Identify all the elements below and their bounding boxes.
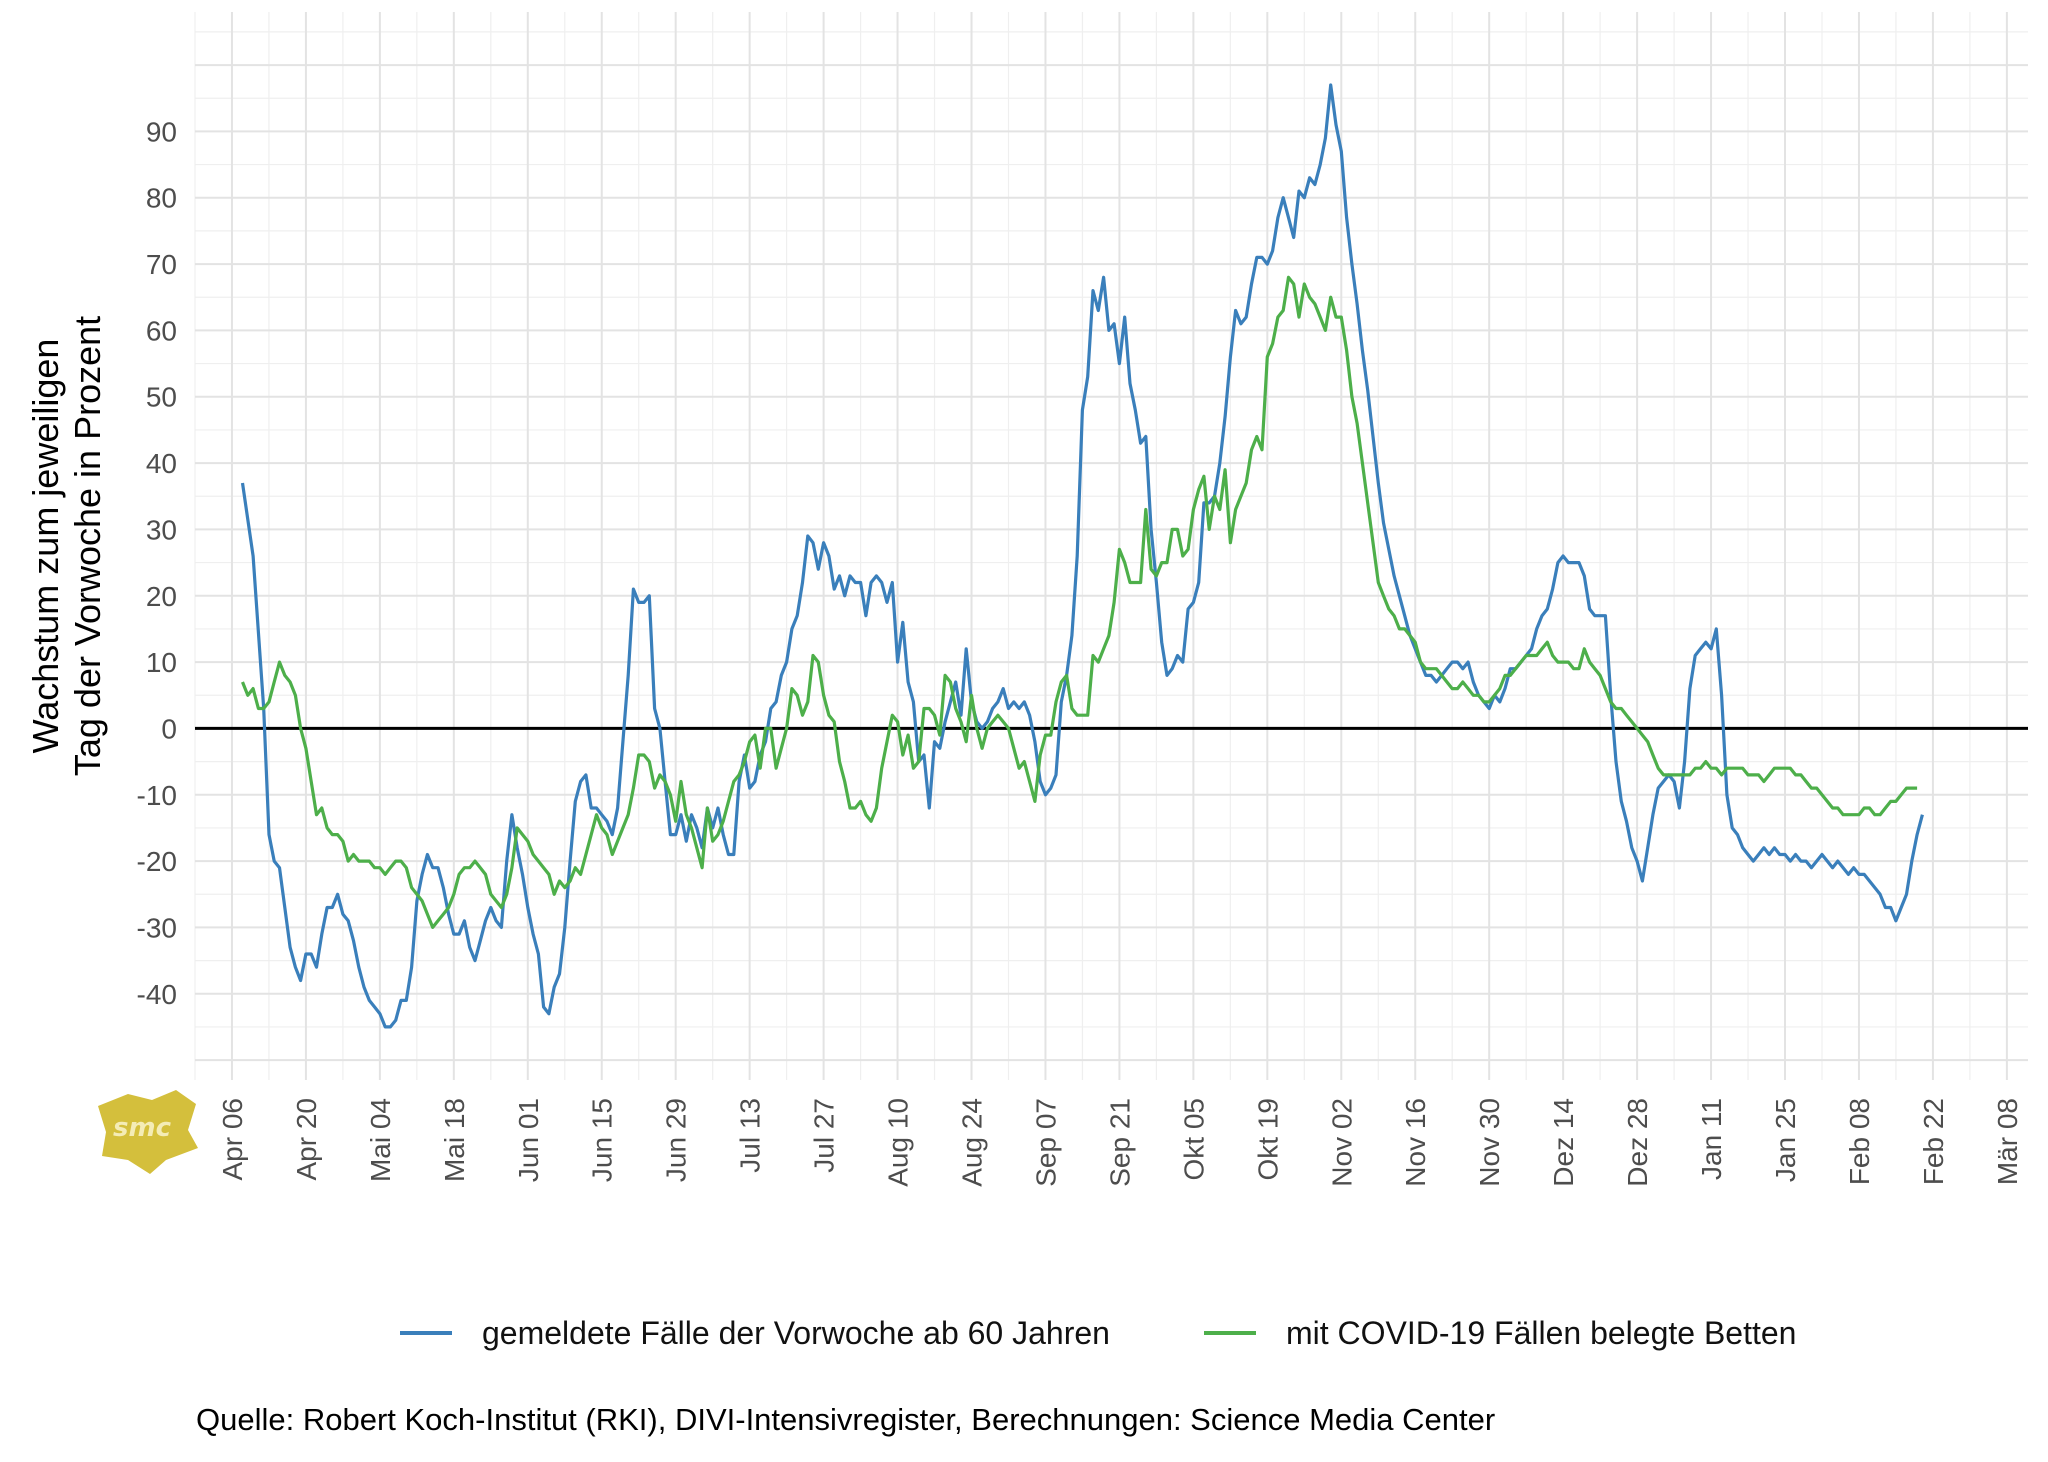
series-line-1 — [240, 83, 1924, 1029]
y-axis-title-line: Wachstum zum jeweiligen — [25, 339, 66, 754]
x-tick-label: Apr 20 — [291, 1098, 322, 1181]
y-tick-label: 0 — [161, 713, 177, 744]
y-tick-label: 10 — [146, 647, 177, 678]
y-tick-label: 90 — [146, 116, 177, 147]
x-tick-label: Apr 06 — [217, 1098, 248, 1181]
x-tick-label: Jul 27 — [809, 1098, 840, 1173]
legend-label: gemeldete Fälle der Vorwoche ab 60 Jahre… — [482, 1314, 1110, 1351]
legend-swatch — [1204, 1331, 1256, 1335]
legend-swatch — [400, 1331, 452, 1335]
y-tick-label: 20 — [146, 581, 177, 612]
x-tick-label: Sep 07 — [1030, 1098, 1061, 1187]
x-tick-label: Mai 04 — [365, 1098, 396, 1182]
y-tick-label: 50 — [146, 382, 177, 413]
major-gridlines — [195, 12, 2028, 1080]
data-series — [240, 83, 1924, 1029]
y-tick-label: -40 — [137, 979, 177, 1010]
x-tick-label: Jan 25 — [1770, 1098, 1801, 1182]
x-tick-label: Okt 19 — [1252, 1098, 1283, 1180]
y-tick-label: 30 — [146, 514, 177, 545]
y-tick-label: -20 — [137, 846, 177, 877]
x-tick-label: Jul 13 — [735, 1098, 766, 1173]
legend-item: mit COVID-19 Fällen belegte Betten — [1204, 1308, 1796, 1358]
x-tick-label: Okt 05 — [1178, 1098, 1209, 1180]
smc-logo-lettering: smc — [113, 1113, 172, 1143]
x-axis-tick-labels: Apr 06 Apr 20 Mai 04 Mai 18 Jun 01 Jun 15 Jun … — [217, 1098, 2023, 1187]
y-tick-label: -30 — [137, 912, 177, 943]
y-tick-label: -10 — [137, 780, 177, 811]
x-tick-label: Mai 18 — [439, 1098, 470, 1182]
y-axis-title: Wachstum zum jeweiligen Tag der Vorwoche … — [25, 316, 108, 776]
x-tick-label: Sep 21 — [1104, 1098, 1135, 1187]
x-tick-label: Aug 10 — [883, 1098, 914, 1187]
y-axis-tick-labels: -40 -30 -20 -10 0 10 20 30 40 50 60 70 80 90 — [137, 116, 177, 1009]
x-tick-label: Feb 08 — [1844, 1098, 1875, 1185]
y-tick-label: 80 — [146, 183, 177, 214]
x-tick-label: Nov 02 — [1326, 1098, 1357, 1187]
legend-label: mit COVID-19 Fällen belegte Betten — [1286, 1314, 1797, 1351]
legend: gemeldete Fälle der Vorwoche ab 60 Jahre… — [0, 1308, 2048, 1358]
series-line-2 — [241, 275, 1918, 929]
x-tick-label: Jun 15 — [587, 1098, 618, 1182]
legend-item: gemeldete Fälle der Vorwoche ab 60 Jahre… — [400, 1308, 1110, 1358]
y-tick-label: 60 — [146, 315, 177, 346]
x-tick-label: Aug 24 — [957, 1098, 988, 1187]
x-tick-label: Feb 22 — [1918, 1098, 1949, 1185]
y-axis-title-line: Tag der Vorwoche in Prozent — [67, 316, 108, 776]
smc-logo: smc — [98, 1090, 198, 1174]
x-tick-label: Mär 08 — [1992, 1098, 2023, 1185]
x-tick-label: Dez 14 — [1548, 1098, 1579, 1187]
x-tick-label: Nov 16 — [1400, 1098, 1431, 1187]
x-tick-label: Jun 01 — [513, 1098, 544, 1182]
y-tick-label: 70 — [146, 249, 177, 280]
minor-gridlines — [194, 12, 2028, 1080]
x-tick-label: Jun 29 — [661, 1098, 692, 1182]
source-caption: Quelle: Robert Koch-Institut (RKI), DIVI… — [196, 1402, 1496, 1437]
x-tick-label: Nov 30 — [1474, 1098, 1505, 1187]
x-tick-label: Jan 11 — [1696, 1098, 1727, 1180]
x-tick-label: Dez 28 — [1622, 1098, 1653, 1187]
y-tick-label: 40 — [146, 448, 177, 479]
